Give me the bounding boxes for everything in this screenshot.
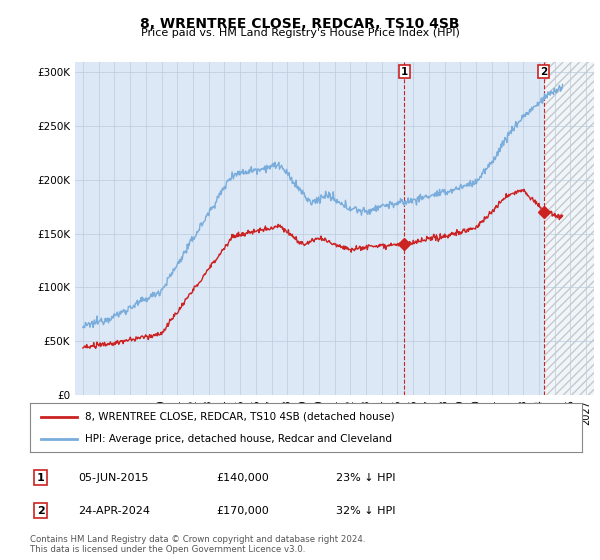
Text: HPI: Average price, detached house, Redcar and Cleveland: HPI: Average price, detached house, Redc… <box>85 434 392 444</box>
Text: 23% ↓ HPI: 23% ↓ HPI <box>336 473 395 483</box>
Bar <box>404 62 544 395</box>
Text: 2: 2 <box>540 67 547 77</box>
Text: 1: 1 <box>401 67 408 77</box>
Text: Contains HM Land Registry data © Crown copyright and database right 2024.: Contains HM Land Registry data © Crown c… <box>30 535 365 544</box>
Text: £170,000: £170,000 <box>216 506 269 516</box>
Text: Price paid vs. HM Land Registry's House Price Index (HPI): Price paid vs. HM Land Registry's House … <box>140 28 460 38</box>
Text: £140,000: £140,000 <box>216 473 269 483</box>
Text: 24-APR-2024: 24-APR-2024 <box>78 506 150 516</box>
Text: 32% ↓ HPI: 32% ↓ HPI <box>336 506 395 516</box>
Bar <box>544 62 594 395</box>
Text: 1: 1 <box>37 473 44 483</box>
Text: 8, WRENTREE CLOSE, REDCAR, TS10 4SB: 8, WRENTREE CLOSE, REDCAR, TS10 4SB <box>140 17 460 31</box>
Text: 05-JUN-2015: 05-JUN-2015 <box>78 473 149 483</box>
Text: This data is licensed under the Open Government Licence v3.0.: This data is licensed under the Open Gov… <box>30 545 305 554</box>
Text: 8, WRENTREE CLOSE, REDCAR, TS10 4SB (detached house): 8, WRENTREE CLOSE, REDCAR, TS10 4SB (det… <box>85 412 395 422</box>
Text: 2: 2 <box>37 506 44 516</box>
